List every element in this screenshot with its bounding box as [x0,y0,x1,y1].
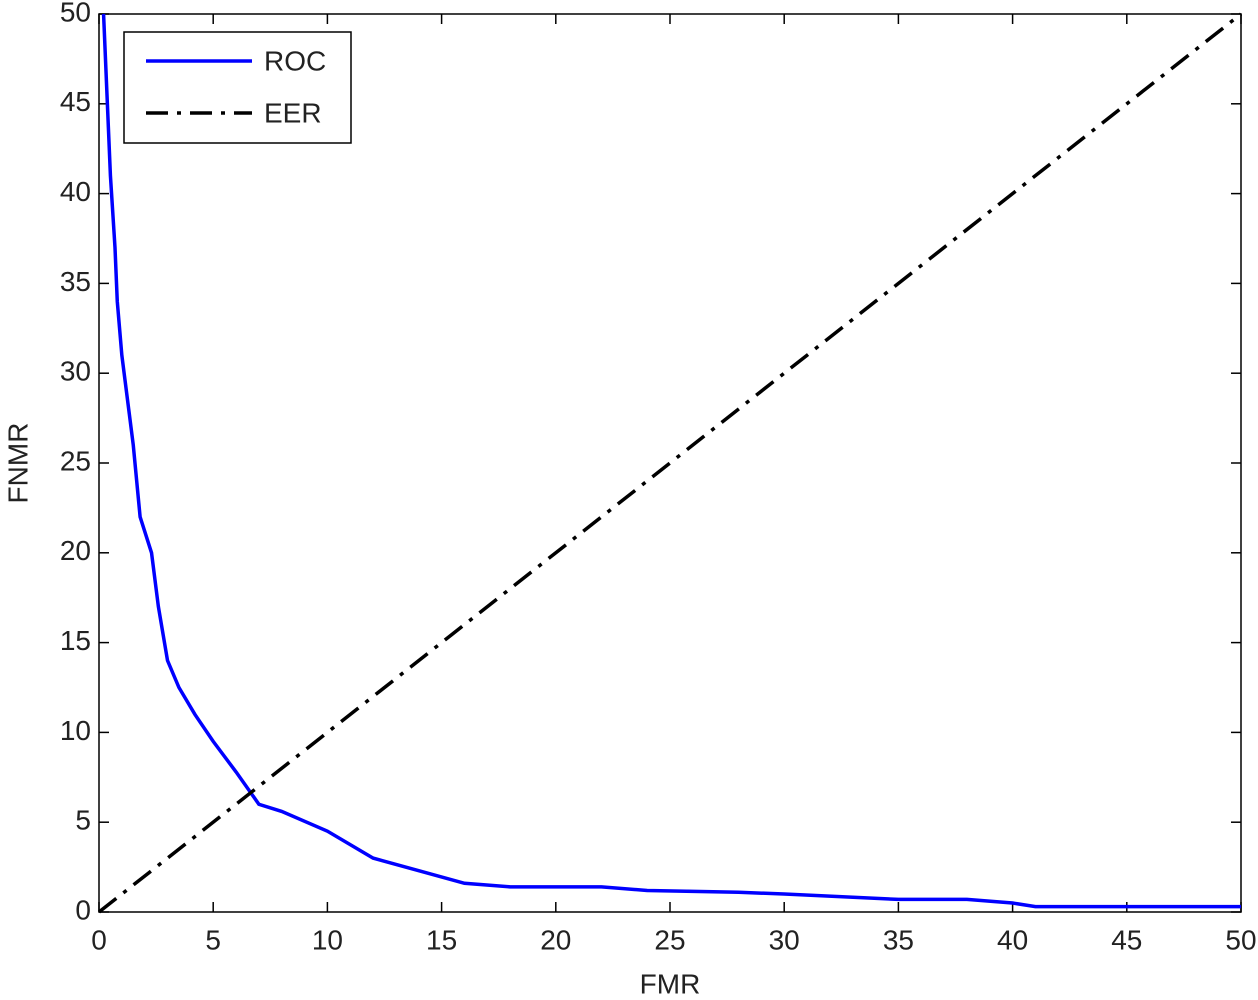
x-tick-label: 0 [91,924,107,955]
x-tick-label: 35 [883,924,914,955]
legend-box [123,31,352,144]
x-axis-label: FMR [640,968,701,999]
x-tick-label: 45 [1111,924,1142,955]
y-tick-label: 10 [60,715,91,746]
x-tick-label: 10 [312,924,343,955]
x-tick-label: 30 [769,924,800,955]
x-tick-label: 25 [654,924,685,955]
y-tick-label: 50 [60,0,91,27]
y-tick-label: 35 [60,266,91,297]
x-tick-label: 20 [540,924,571,955]
legend-label: EER [264,97,322,128]
y-tick-label: 45 [60,86,91,117]
y-axis-label: FNMR [2,423,33,504]
y-tick-label: 20 [60,535,91,566]
legend-label: ROC [264,45,326,76]
y-tick-label: 30 [60,356,91,387]
x-tick-label: 50 [1225,924,1256,955]
y-tick-label: 25 [60,445,91,476]
y-tick-label: 5 [75,805,91,836]
plot-area [98,13,1242,913]
y-tick-label: 40 [60,176,91,207]
y-tick-label: 15 [60,625,91,656]
x-tick-label: 5 [205,924,221,955]
line-series [101,13,1241,909]
y-tick-label: 0 [75,894,91,925]
x-tick-label: 40 [997,924,1028,955]
x-tick-label: 15 [426,924,457,955]
